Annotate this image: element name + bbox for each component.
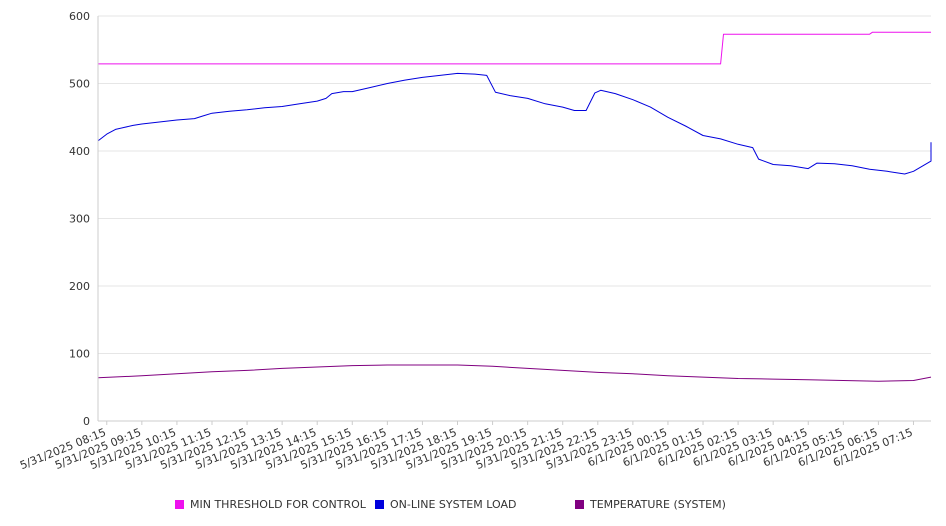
legend-swatch-temperature: [575, 500, 584, 509]
legend-item-temperature: TEMPERATURE (SYSTEM): [575, 498, 726, 511]
series-lines: [97, 31, 932, 382]
y-tick-label-300: 300: [69, 213, 90, 226]
legend-label-min-threshold: MIN THRESHOLD FOR CONTROL: [190, 498, 366, 511]
series-line-1: [97, 72, 932, 175]
grid-lines: [98, 15, 931, 354]
y-axis-tick-labels: 0 100 200 300 400 500 600: [69, 10, 90, 428]
legend-swatch-min-threshold: [175, 500, 184, 509]
y-tick-label-0: 0: [83, 415, 90, 428]
series-line-2: [97, 364, 932, 382]
y-tick-label-500: 500: [69, 78, 90, 91]
y-tick-label-400: 400: [69, 145, 90, 158]
legend: MIN THRESHOLD FOR CONTROL ON-LINE SYSTEM…: [175, 498, 935, 514]
y-tick-label-200: 200: [69, 280, 90, 293]
legend-swatch-system-load: [375, 500, 384, 509]
legend-item-min-threshold: MIN THRESHOLD FOR CONTROL: [175, 498, 366, 511]
y-tick-label-600: 600: [69, 10, 90, 23]
x-axis-tick-labels: 5/31/2025 08:155/31/2025 09:155/31/2025 …: [18, 421, 915, 472]
y-tick-label-100: 100: [69, 348, 90, 361]
legend-label-system-load: ON-LINE SYSTEM LOAD: [390, 498, 517, 511]
legend-label-temperature: TEMPERATURE (SYSTEM): [590, 498, 726, 511]
legend-item-system-load: ON-LINE SYSTEM LOAD: [375, 498, 516, 511]
series-line-0: [98, 31, 931, 65]
axes: [97, 16, 931, 422]
